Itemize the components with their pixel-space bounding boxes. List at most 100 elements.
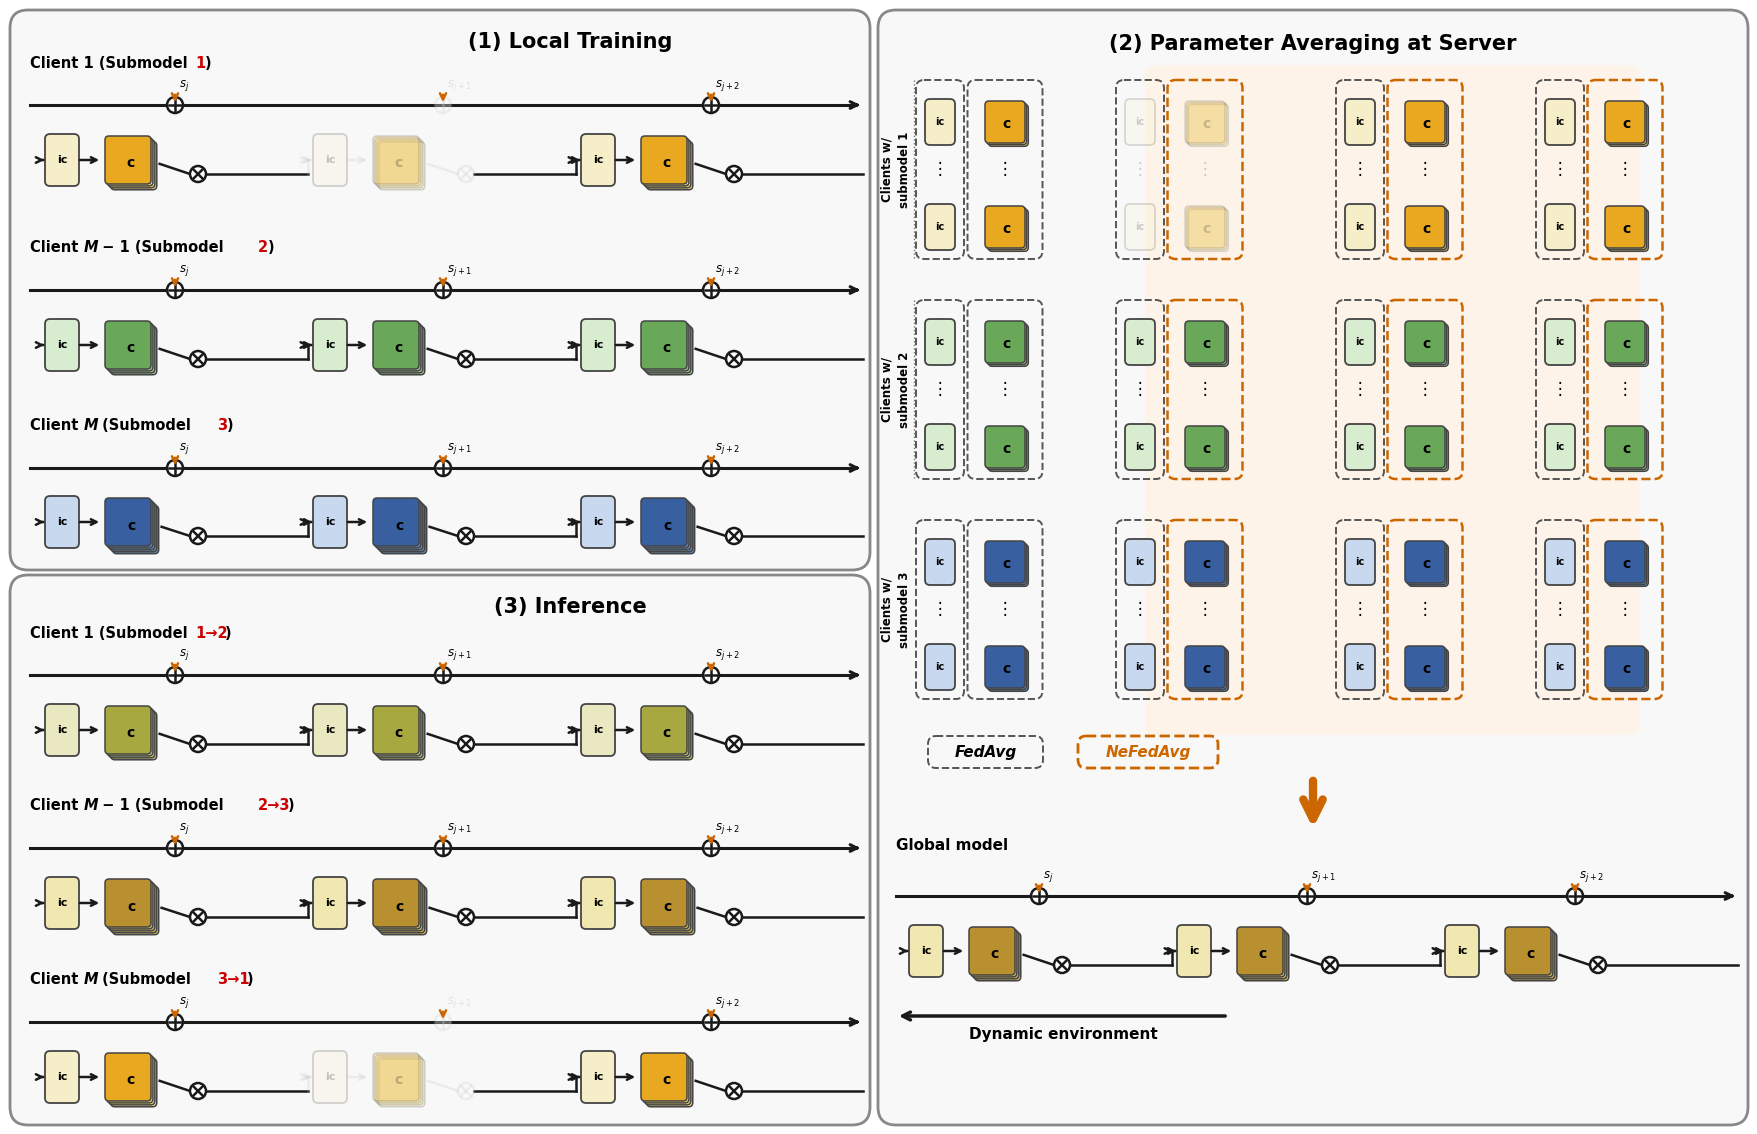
Text: ic: ic [1355, 222, 1363, 232]
FancyBboxPatch shape [1186, 323, 1226, 365]
Text: ic: ic [56, 155, 67, 166]
Text: $s_j$: $s_j$ [1042, 869, 1052, 883]
Text: ⋮: ⋮ [1351, 161, 1367, 178]
FancyBboxPatch shape [105, 321, 151, 369]
Text: ic: ic [592, 725, 603, 735]
FancyBboxPatch shape [1604, 321, 1645, 363]
Text: Client: Client [30, 418, 83, 433]
FancyBboxPatch shape [107, 500, 153, 548]
FancyBboxPatch shape [374, 138, 420, 186]
Circle shape [167, 460, 183, 476]
Text: c: c [395, 1073, 402, 1088]
FancyBboxPatch shape [643, 323, 689, 371]
Text: ⋮: ⋮ [1197, 161, 1212, 178]
FancyBboxPatch shape [987, 650, 1028, 692]
FancyBboxPatch shape [1242, 933, 1288, 981]
FancyBboxPatch shape [1544, 319, 1574, 365]
Text: c: c [1421, 557, 1430, 570]
FancyBboxPatch shape [1604, 646, 1645, 688]
Circle shape [726, 909, 741, 925]
FancyBboxPatch shape [1606, 543, 1646, 585]
FancyBboxPatch shape [1186, 543, 1226, 585]
FancyBboxPatch shape [987, 544, 1028, 586]
FancyBboxPatch shape [984, 646, 1024, 688]
FancyBboxPatch shape [1404, 646, 1444, 688]
Text: c: c [1622, 557, 1630, 570]
Text: ⋮: ⋮ [1551, 381, 1567, 398]
FancyBboxPatch shape [1404, 321, 1444, 363]
Circle shape [190, 166, 206, 181]
Text: c: c [395, 726, 402, 741]
FancyBboxPatch shape [1124, 644, 1154, 689]
FancyBboxPatch shape [1407, 324, 1448, 366]
FancyBboxPatch shape [1407, 650, 1448, 692]
Text: Clients w/
submodel 2: Clients w/ submodel 2 [880, 352, 910, 428]
Text: ic: ic [56, 517, 67, 527]
FancyBboxPatch shape [645, 324, 691, 373]
FancyBboxPatch shape [1188, 104, 1228, 146]
Text: c: c [662, 1073, 671, 1088]
FancyBboxPatch shape [313, 1051, 346, 1103]
Text: ic: ic [56, 725, 67, 735]
FancyBboxPatch shape [643, 881, 689, 929]
FancyBboxPatch shape [1184, 321, 1225, 363]
FancyBboxPatch shape [641, 706, 687, 754]
Text: ⋮: ⋮ [1616, 161, 1632, 178]
Circle shape [703, 840, 719, 856]
FancyBboxPatch shape [1344, 424, 1374, 469]
Text: ic: ic [1135, 117, 1144, 127]
Text: ⋮: ⋮ [1132, 381, 1147, 398]
Text: $s_{j+1}$: $s_{j+1}$ [446, 440, 471, 456]
FancyBboxPatch shape [1544, 424, 1574, 469]
Text: c: c [1202, 557, 1211, 570]
FancyBboxPatch shape [111, 142, 156, 189]
FancyBboxPatch shape [1406, 428, 1446, 469]
Text: c: c [127, 341, 135, 355]
FancyBboxPatch shape [313, 496, 346, 548]
Circle shape [167, 1014, 183, 1030]
Text: ic: ic [1457, 946, 1467, 956]
FancyBboxPatch shape [643, 1055, 689, 1103]
FancyBboxPatch shape [1604, 101, 1645, 143]
Text: ⋮: ⋮ [1197, 381, 1212, 398]
FancyBboxPatch shape [1124, 424, 1154, 469]
Text: 2→3: 2→3 [258, 798, 290, 813]
FancyBboxPatch shape [1186, 428, 1226, 469]
Text: c: c [1001, 117, 1010, 130]
FancyBboxPatch shape [1606, 648, 1646, 689]
FancyBboxPatch shape [1404, 426, 1444, 468]
Text: ⋮: ⋮ [1132, 161, 1147, 178]
FancyBboxPatch shape [112, 506, 158, 553]
Circle shape [434, 98, 452, 113]
Text: c: c [127, 156, 135, 170]
Text: $s_j$: $s_j$ [179, 77, 190, 93]
FancyBboxPatch shape [1184, 541, 1225, 583]
Text: Client 1 (Submodel: Client 1 (Submodel [30, 56, 193, 70]
Text: M: M [84, 240, 98, 255]
Circle shape [703, 98, 719, 113]
Circle shape [1054, 957, 1070, 973]
Text: ⋮: ⋮ [996, 601, 1012, 618]
Text: c: c [1001, 337, 1010, 350]
Text: ic: ic [325, 340, 336, 350]
FancyBboxPatch shape [973, 933, 1021, 981]
Text: ic: ic [325, 155, 336, 166]
Text: ⋮: ⋮ [1616, 381, 1632, 398]
FancyBboxPatch shape [105, 1053, 151, 1101]
Text: $s_{j+2}$: $s_{j+2}$ [715, 262, 740, 278]
FancyBboxPatch shape [372, 498, 418, 545]
FancyBboxPatch shape [986, 648, 1026, 689]
FancyBboxPatch shape [1124, 319, 1154, 365]
FancyBboxPatch shape [46, 319, 79, 371]
Text: c: c [1421, 117, 1430, 130]
FancyBboxPatch shape [580, 877, 615, 929]
Text: ⋮: ⋮ [1551, 161, 1567, 178]
Text: ): ) [206, 56, 211, 70]
Text: ic: ic [935, 337, 944, 347]
Text: M: M [84, 973, 98, 988]
FancyBboxPatch shape [1406, 323, 1446, 365]
FancyBboxPatch shape [109, 710, 155, 758]
Text: $s_{j+2}$: $s_{j+2}$ [715, 995, 740, 1009]
FancyBboxPatch shape [1606, 428, 1646, 469]
Circle shape [459, 1083, 474, 1099]
